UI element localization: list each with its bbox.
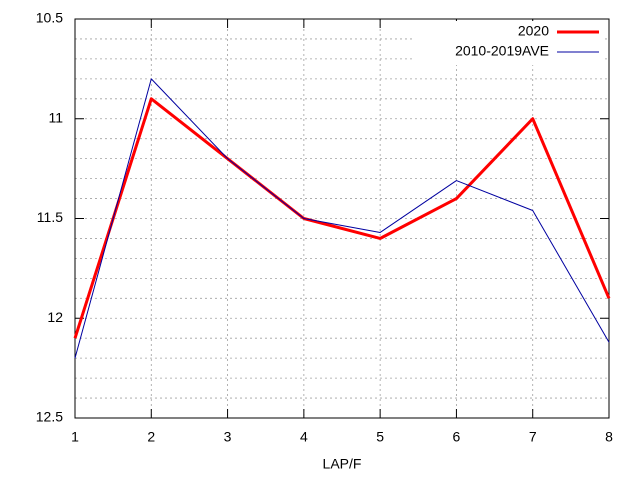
- y-tick-label: 11: [48, 109, 63, 125]
- x-tick-label: 4: [300, 429, 308, 445]
- legend-label: 2020: [518, 23, 549, 39]
- legend-label: 2010-2019AVE: [455, 43, 549, 59]
- x-tick-label: 7: [529, 429, 537, 445]
- x-tick-label: 1: [71, 429, 79, 445]
- x-tick-label: 2: [147, 429, 155, 445]
- x-tick-label: 8: [605, 429, 613, 445]
- plot-frame: [74, 18, 610, 419]
- x-tick-label: 3: [224, 429, 232, 445]
- x-tick-label: 6: [453, 429, 461, 445]
- y-tick-label: 11.5: [37, 209, 63, 225]
- legend-box: [414, 21, 604, 65]
- x-tick-label: 5: [376, 429, 384, 445]
- y-tick-label: 12.5: [36, 409, 63, 425]
- series-line: [73, 97, 611, 339]
- y-tick-label: 10.5: [36, 10, 63, 26]
- x-axis-label: LAP/F: [323, 456, 362, 472]
- series-line: [74, 78, 610, 359]
- y-tick-label: 12: [47, 309, 63, 325]
